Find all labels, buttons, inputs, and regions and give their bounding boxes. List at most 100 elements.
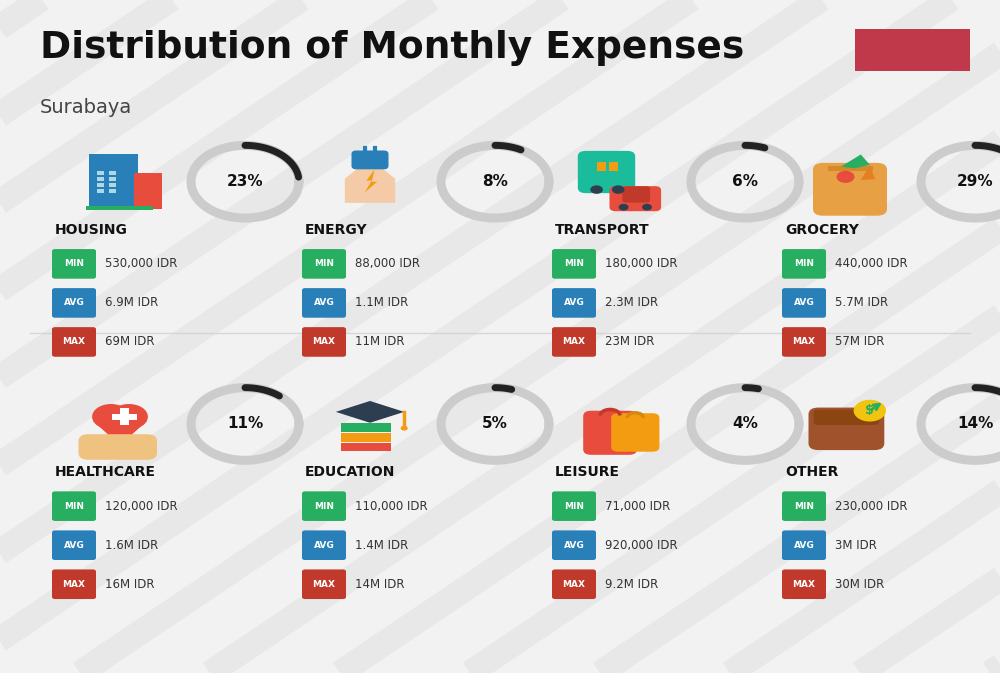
Text: MIN: MIN [314, 501, 334, 511]
Text: 440,000 IDR: 440,000 IDR [835, 257, 908, 271]
FancyBboxPatch shape [52, 530, 96, 560]
Circle shape [92, 404, 130, 429]
Text: AVG: AVG [564, 540, 584, 550]
Polygon shape [841, 155, 870, 168]
FancyBboxPatch shape [302, 327, 346, 357]
Text: 71,000 IDR: 71,000 IDR [605, 499, 670, 513]
FancyBboxPatch shape [813, 163, 887, 215]
FancyBboxPatch shape [120, 409, 129, 425]
Text: 6%: 6% [732, 174, 758, 189]
FancyBboxPatch shape [828, 166, 873, 171]
Text: AVG: AVG [64, 540, 84, 550]
Text: MAX: MAX [312, 579, 336, 589]
Text: 180,000 IDR: 180,000 IDR [605, 257, 678, 271]
Text: 16M IDR: 16M IDR [105, 577, 154, 591]
FancyBboxPatch shape [352, 151, 388, 170]
Polygon shape [861, 166, 875, 180]
Text: 11%: 11% [227, 417, 263, 431]
Text: ENERGY: ENERGY [305, 223, 368, 237]
FancyBboxPatch shape [609, 162, 618, 171]
FancyBboxPatch shape [552, 327, 596, 357]
FancyBboxPatch shape [341, 443, 391, 452]
FancyBboxPatch shape [782, 491, 826, 521]
Text: 6.9M IDR: 6.9M IDR [105, 296, 158, 310]
Text: 14M IDR: 14M IDR [355, 577, 404, 591]
Circle shape [110, 404, 148, 429]
Text: 14%: 14% [957, 417, 993, 431]
Text: AVG: AVG [314, 298, 334, 308]
FancyBboxPatch shape [112, 414, 137, 420]
Text: 88,000 IDR: 88,000 IDR [355, 257, 420, 271]
FancyBboxPatch shape [552, 249, 596, 279]
FancyBboxPatch shape [782, 327, 826, 357]
Text: 5.7M IDR: 5.7M IDR [835, 296, 888, 310]
FancyBboxPatch shape [809, 408, 884, 450]
FancyBboxPatch shape [610, 186, 661, 211]
Text: MAX: MAX [792, 337, 816, 347]
Text: 8%: 8% [482, 174, 508, 189]
FancyBboxPatch shape [89, 155, 138, 209]
FancyBboxPatch shape [109, 182, 116, 187]
Text: LEISURE: LEISURE [555, 465, 620, 479]
FancyBboxPatch shape [552, 569, 596, 599]
Circle shape [612, 185, 624, 194]
Text: 29%: 29% [957, 174, 993, 189]
FancyBboxPatch shape [782, 530, 826, 560]
FancyBboxPatch shape [814, 410, 879, 425]
Text: TRANSPORT: TRANSPORT [555, 223, 650, 237]
Text: 3M IDR: 3M IDR [835, 538, 877, 552]
Text: 1.1M IDR: 1.1M IDR [355, 296, 408, 310]
Text: 120,000 IDR: 120,000 IDR [105, 499, 178, 513]
Text: 1.6M IDR: 1.6M IDR [105, 538, 158, 552]
FancyBboxPatch shape [86, 206, 153, 210]
Text: AVG: AVG [314, 540, 334, 550]
Circle shape [590, 185, 603, 194]
Text: AVG: AVG [564, 298, 584, 308]
FancyBboxPatch shape [302, 491, 346, 521]
Circle shape [401, 426, 408, 431]
FancyBboxPatch shape [97, 176, 104, 181]
Text: EDUCATION: EDUCATION [305, 465, 395, 479]
Text: MIN: MIN [794, 501, 814, 511]
Text: 23%: 23% [227, 174, 263, 189]
Text: 230,000 IDR: 230,000 IDR [835, 499, 908, 513]
FancyBboxPatch shape [611, 413, 659, 452]
Text: MIN: MIN [564, 501, 584, 511]
FancyBboxPatch shape [552, 491, 596, 521]
FancyBboxPatch shape [578, 151, 635, 193]
FancyBboxPatch shape [97, 188, 104, 193]
Text: MIN: MIN [64, 259, 84, 269]
FancyBboxPatch shape [79, 434, 157, 460]
Text: MAX: MAX [792, 579, 816, 589]
Text: MAX: MAX [62, 337, 86, 347]
FancyBboxPatch shape [109, 188, 116, 193]
FancyBboxPatch shape [597, 162, 606, 171]
Text: 30M IDR: 30M IDR [835, 577, 884, 591]
FancyBboxPatch shape [782, 569, 826, 599]
Text: 9.2M IDR: 9.2M IDR [605, 577, 658, 591]
FancyBboxPatch shape [583, 411, 637, 455]
Text: OTHER: OTHER [785, 465, 838, 479]
Text: $: $ [865, 404, 874, 417]
Text: 69M IDR: 69M IDR [105, 335, 154, 349]
FancyBboxPatch shape [52, 491, 96, 521]
Polygon shape [336, 401, 404, 423]
FancyBboxPatch shape [552, 288, 596, 318]
FancyBboxPatch shape [855, 29, 970, 71]
FancyBboxPatch shape [97, 182, 104, 187]
Text: 4%: 4% [732, 417, 758, 431]
Text: AVG: AVG [794, 540, 814, 550]
Text: MIN: MIN [564, 259, 584, 269]
Text: MAX: MAX [563, 337, 586, 347]
FancyBboxPatch shape [134, 172, 162, 209]
Text: 1.4M IDR: 1.4M IDR [355, 538, 408, 552]
Text: AVG: AVG [64, 298, 84, 308]
Text: 5%: 5% [482, 417, 508, 431]
FancyBboxPatch shape [52, 569, 96, 599]
FancyBboxPatch shape [782, 288, 826, 318]
FancyBboxPatch shape [52, 249, 96, 279]
Text: 57M IDR: 57M IDR [835, 335, 884, 349]
Text: 11M IDR: 11M IDR [355, 335, 404, 349]
Text: Distribution of Monthly Expenses: Distribution of Monthly Expenses [40, 30, 744, 66]
Text: HOUSING: HOUSING [55, 223, 128, 237]
